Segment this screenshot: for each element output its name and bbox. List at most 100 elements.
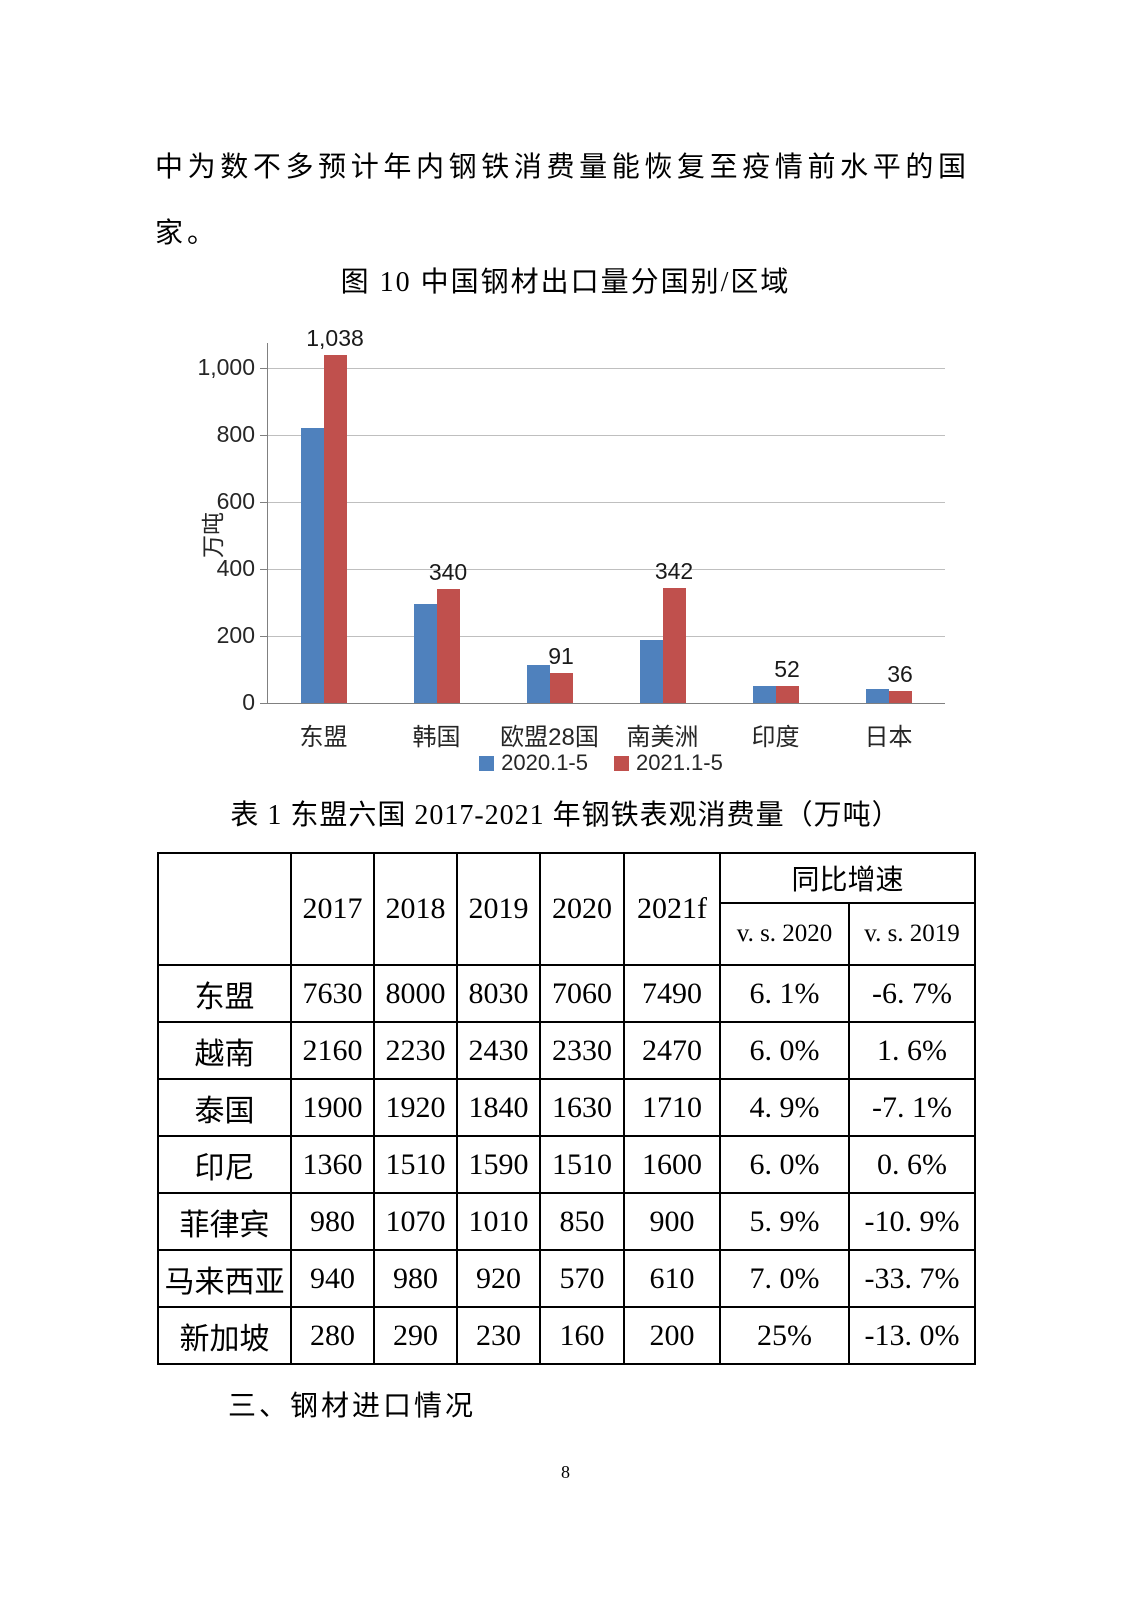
table-cell: 290 — [373, 1306, 458, 1365]
x-axis-line — [267, 702, 945, 704]
bar-2020 — [300, 428, 324, 703]
y-tick-mark — [260, 568, 267, 570]
table-cell: 980 — [373, 1249, 458, 1308]
growth-header: 同比增速 — [719, 852, 976, 904]
row-label: 印尼 — [157, 1135, 292, 1194]
year-header: 2018 — [373, 852, 458, 966]
table-cell: 6. 0% — [719, 1021, 850, 1080]
table-cell: 610 — [623, 1249, 721, 1308]
y-tick-mark — [260, 367, 267, 369]
bar-2021 — [888, 690, 912, 703]
bar-value-label: 52 — [774, 655, 800, 682]
year-header: 2021f — [623, 852, 721, 966]
gridline — [267, 367, 945, 369]
y-tick-mark — [260, 635, 267, 637]
table-row: 菲律宾 980 1070 1010 850 900 5. 9% -10. 9% — [157, 1192, 976, 1251]
table-cell: 6. 0% — [719, 1135, 850, 1194]
category-label: 印度 — [751, 724, 800, 751]
bar-2021 — [549, 672, 573, 703]
table-cell: 2160 — [290, 1021, 375, 1080]
table-cell: 850 — [539, 1192, 625, 1251]
table-cell: 5. 9% — [719, 1192, 850, 1251]
bar-2021 — [436, 589, 460, 703]
category-label: 韩国 — [412, 724, 461, 751]
y-tick-mark — [260, 501, 267, 503]
bar-2021 — [323, 355, 347, 703]
table-cell: 7060 — [539, 964, 625, 1023]
table-cell: 1630 — [539, 1078, 625, 1137]
chart-legend: 2020.1-5 2021.1-5 — [195, 750, 1007, 776]
table-cell: 920 — [456, 1249, 541, 1308]
category-label: 日本 — [864, 724, 913, 751]
bar-2020 — [526, 665, 550, 703]
table-cell: 1840 — [456, 1078, 541, 1137]
table-cell: 280 — [290, 1306, 375, 1365]
table-cell: 1590 — [456, 1135, 541, 1194]
y-tick-mark — [260, 702, 267, 704]
section-heading: 三、钢材进口情况 — [228, 1391, 477, 1422]
category-label: 欧盟28国 — [500, 724, 599, 751]
year-header: 2020 — [539, 852, 625, 966]
table-cell: 160 — [539, 1306, 625, 1365]
bar-value-label: 1,038 — [306, 325, 364, 352]
table-cell: 0. 6% — [848, 1135, 976, 1194]
table-row: 马来西亚 940 980 920 570 610 7. 0% -33. 7% — [157, 1249, 976, 1308]
table-cell: 8030 — [456, 964, 541, 1023]
row-label: 泰国 — [157, 1078, 292, 1137]
bar-value-label: 36 — [887, 660, 913, 687]
table-cell: 900 — [623, 1192, 721, 1251]
bar-value-label: 91 — [548, 642, 574, 669]
gridline — [267, 434, 945, 436]
legend-swatch-2020-icon — [479, 755, 495, 771]
consumption-table: 2017 2018 2019 2020 2021f 同比增速 v. s. 202… — [157, 852, 976, 1365]
bar-2021 — [775, 685, 799, 703]
y-tick-label: 200 — [216, 622, 255, 648]
table-cell: 2230 — [373, 1021, 458, 1080]
table-row: 泰国 1900 1920 1840 1630 1710 4. 9% -7. 1% — [157, 1078, 976, 1137]
gridline — [267, 635, 945, 637]
category-label: 南美洲 — [626, 724, 699, 751]
table-cell: 200 — [623, 1306, 721, 1365]
year-header: 2019 — [456, 852, 541, 966]
legend-entry: 2020.1-5 — [479, 750, 588, 776]
growth-subheader: v. s. 2019 — [848, 902, 976, 966]
table-cell: 1010 — [456, 1192, 541, 1251]
growth-subheader: v. s. 2020 — [719, 902, 850, 966]
table-cell: 7630 — [290, 964, 375, 1023]
gridline — [267, 501, 945, 503]
table-cell: 1900 — [290, 1078, 375, 1137]
export-chart: 万吨 2020.1-5 2021.1-5 0 200 400 600 800 1,000 1… — [195, 318, 1007, 780]
table-cell: 7490 — [623, 964, 721, 1023]
table-cell: 6. 1% — [719, 964, 850, 1023]
bar-2020 — [413, 604, 437, 703]
bar-2020 — [639, 640, 663, 703]
table-cell: 1360 — [290, 1135, 375, 1194]
row-label: 菲律宾 — [157, 1192, 292, 1251]
y-tick-label: 400 — [216, 555, 255, 581]
page-number: 8 — [561, 1462, 570, 1482]
table-cell: 1. 6% — [848, 1021, 976, 1080]
row-label: 新加坡 — [157, 1306, 292, 1365]
table-row: 东盟 7630 8000 8030 7060 7490 6. 1% -6. 7% — [157, 964, 976, 1023]
table-header-row: 2017 2018 2019 2020 2021f 同比增速 — [157, 852, 976, 966]
legend-swatch-2021-icon — [614, 755, 629, 771]
table-cell: 7. 0% — [719, 1249, 850, 1308]
table-cell: 1510 — [373, 1135, 458, 1194]
bar-2020 — [865, 688, 889, 703]
table-cell: -10. 9% — [848, 1192, 976, 1251]
table-cell: -33. 7% — [848, 1249, 976, 1308]
category-label: 东盟 — [299, 724, 348, 751]
table-cell: 25% — [719, 1306, 850, 1365]
y-tick-label: 0 — [242, 689, 255, 715]
bar-2021 — [662, 588, 686, 703]
table-cell: 2330 — [539, 1021, 625, 1080]
table-cell: 1710 — [623, 1078, 721, 1137]
table-row: 印尼 1360 1510 1590 1510 1600 6. 0% 0. 6% — [157, 1135, 976, 1194]
table-cell: 1600 — [623, 1135, 721, 1194]
table-cell: 570 — [539, 1249, 625, 1308]
table-cell: 1070 — [373, 1192, 458, 1251]
table-subheader-row: v. s. 2020 v. s. 2019 — [158, 902, 976, 966]
legend-label: 2020.1-5 — [501, 750, 588, 775]
y-tick-label: 1,000 — [197, 354, 255, 380]
row-label: 马来西亚 — [157, 1249, 292, 1308]
